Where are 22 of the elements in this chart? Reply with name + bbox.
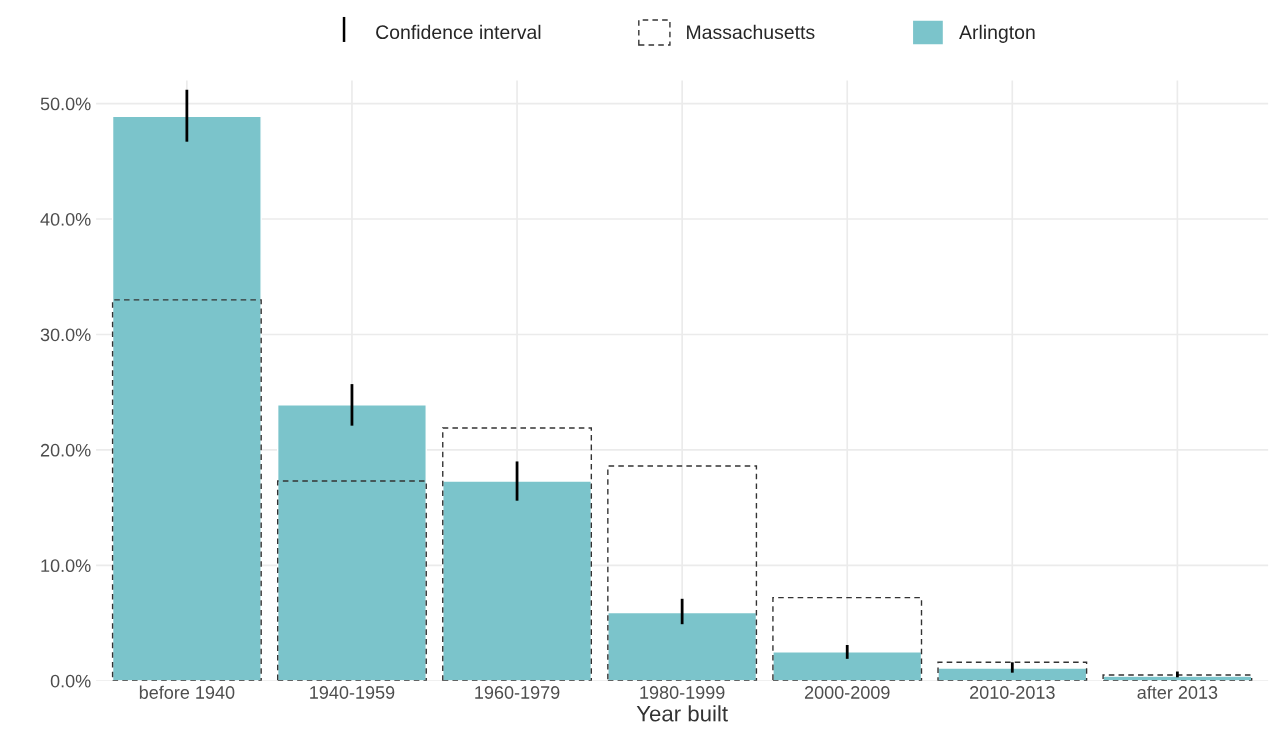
x-tick-label: after 2013 [1137, 685, 1218, 699]
bar [442, 480, 593, 681]
legend-label: Arlington [959, 24, 1035, 43]
x-tick-label: before 1940 [139, 685, 235, 699]
y-tick-label: 40.0% [40, 212, 91, 226]
x-axis-title: Year built [636, 705, 728, 722]
bar [111, 115, 262, 681]
y-tick-label: 10.0% [41, 559, 91, 573]
text: Confidence interval [376, 24, 541, 40]
x-tick-label: 1980-1999 [640, 686, 725, 699]
bar [607, 611, 758, 681]
y-tick-label: 30.0% [40, 328, 91, 342]
bar [772, 651, 923, 681]
legend-label: Massachusetts [687, 24, 815, 40]
x-tick-label: 1940-1959 [310, 686, 395, 699]
x-tick-label: 1960-1979 [475, 686, 560, 699]
y-tick-label: 0.0% [50, 674, 91, 688]
x-tick-label: 2000-2009 [804, 686, 890, 699]
y-tick-label: 50.0% [40, 97, 91, 111]
y-tick-label: 20.0% [40, 443, 91, 457]
x-tick-label: 2010-2013 [970, 686, 1055, 699]
bar [276, 404, 427, 681]
